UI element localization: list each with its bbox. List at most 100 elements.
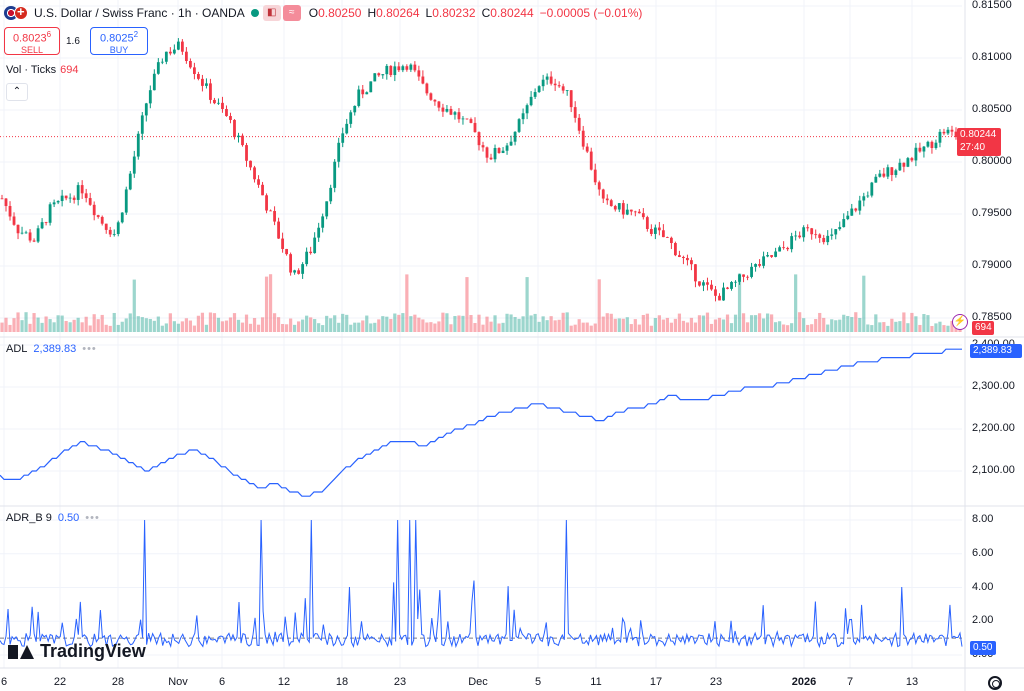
volume-bar [589, 325, 593, 332]
volume-tag: 694 [972, 321, 994, 335]
volume-bar [317, 323, 321, 332]
volume-bar [349, 324, 353, 332]
candle-body [734, 281, 737, 283]
flag-symbol-button[interactable]: ◧ [262, 5, 281, 21]
volume-bar [497, 323, 501, 332]
volume-bar [854, 312, 858, 332]
volume-bar [36, 317, 40, 332]
buy-button[interactable]: 0.80252 BUY [90, 27, 148, 55]
volume-bar [838, 319, 842, 332]
volume-bar [168, 313, 172, 332]
volume-bar [457, 315, 461, 332]
volume-bar [4, 317, 8, 332]
candle-body [301, 264, 305, 274]
high-value: 0.80264 [376, 6, 420, 20]
volume-bar [56, 315, 60, 332]
candle-body [112, 234, 116, 235]
candle-body [497, 148, 501, 154]
volume-bar [76, 317, 80, 332]
volume-bar [240, 322, 245, 332]
adrb-tag: 0.50 [970, 641, 996, 655]
candle-body [898, 162, 902, 171]
volume-bar [228, 317, 233, 332]
volume-bar [713, 319, 718, 332]
sell-button[interactable]: 0.80236 SELL [4, 27, 60, 55]
volume-bar [429, 322, 433, 332]
candle-body [84, 193, 88, 199]
candle-body [762, 256, 765, 266]
candle-body [750, 266, 753, 277]
candle-body [261, 184, 264, 196]
volume-bar [721, 319, 726, 332]
candle-body [942, 131, 946, 134]
volume-bar [373, 322, 377, 332]
candle-body [88, 198, 92, 205]
tradingview-logo[interactable]: TradingView [8, 641, 146, 662]
volume-bar [449, 324, 453, 332]
candle-body [24, 232, 28, 234]
candle-body [44, 222, 48, 223]
candle-body [577, 117, 581, 131]
candle-body [253, 167, 256, 180]
candle-body [665, 237, 669, 238]
symbol-title[interactable]: U.S. Dollar / Swiss Franc · 1h · OANDA [34, 6, 245, 20]
adrb-legend[interactable]: ADR_B 9 0.50 ••• [6, 512, 100, 524]
time-axis-label: 18 [335, 676, 349, 688]
candle-body [281, 238, 284, 249]
volume-bar [441, 312, 445, 332]
candle-body [754, 264, 757, 267]
candle-body [730, 282, 733, 289]
volume-bar [505, 313, 509, 332]
candles [0, 38, 962, 302]
volume-bar [798, 312, 802, 332]
volume-bar [894, 321, 898, 332]
candle-body [217, 102, 220, 104]
candle-body [197, 74, 200, 79]
candle-body [477, 132, 481, 146]
candle-body [930, 141, 934, 149]
volume-bar [890, 318, 894, 332]
gear-icon[interactable] [988, 676, 1002, 690]
volume-bar [12, 318, 16, 332]
adl-legend[interactable]: ADL 2,389.83 ••• [6, 343, 97, 355]
volume-bar [770, 314, 774, 332]
candle-body [890, 167, 894, 176]
candle-body [184, 51, 188, 61]
collapse-legend-button[interactable]: ⌃ [6, 83, 28, 101]
candle-body [136, 133, 140, 157]
candle-body [746, 276, 749, 278]
volume-bar [136, 316, 140, 332]
volume-bar [585, 322, 589, 332]
compare-button[interactable]: ≈ [282, 5, 301, 21]
volume-bar [236, 319, 241, 332]
adl-more-icon[interactable]: ••• [82, 343, 97, 355]
adl-tag: 2,389.83 [970, 344, 1022, 358]
candle-body [4, 198, 8, 207]
candle-body [413, 64, 417, 71]
bolt-icon[interactable]: ⚡ [952, 314, 968, 330]
candle-body [116, 222, 120, 235]
candle-body [910, 158, 914, 161]
candle-body [132, 156, 136, 174]
volume-legend[interactable]: Vol · Ticks 694 [6, 64, 78, 76]
candle-body [686, 258, 689, 261]
candle-body [32, 240, 36, 242]
candle-body [605, 198, 609, 201]
candle-body [834, 229, 838, 235]
candle-body [810, 228, 814, 235]
volume-bar [192, 325, 197, 332]
volume-bar [92, 314, 96, 332]
volume-bar [337, 322, 341, 332]
volume-bar [677, 313, 682, 332]
time-axis-label: 23 [393, 676, 407, 688]
candle-body [649, 228, 653, 234]
candle-body [68, 197, 72, 199]
candle-body [48, 204, 52, 223]
adrb-more-icon[interactable]: ••• [85, 512, 100, 524]
symbol-legend[interactable]: U.S. Dollar / Swiss Franc · 1h · OANDA ◧… [0, 4, 648, 22]
buy-price: 0.8025 [99, 32, 134, 45]
candle-body [601, 189, 605, 199]
close-value: 0.80244 [490, 6, 534, 20]
candle-body [108, 229, 112, 235]
